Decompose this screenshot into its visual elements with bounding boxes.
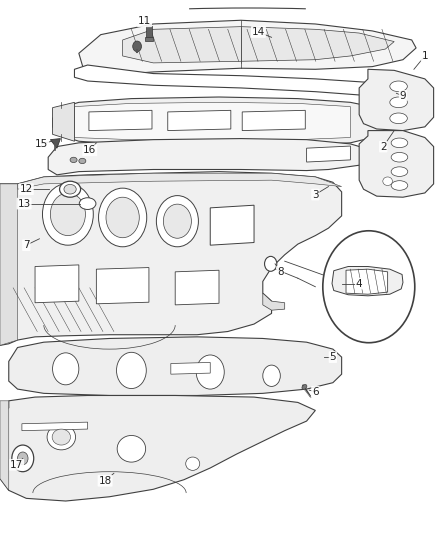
- Polygon shape: [0, 395, 315, 501]
- Polygon shape: [79, 20, 416, 76]
- Ellipse shape: [186, 457, 200, 470]
- Ellipse shape: [64, 184, 76, 194]
- Polygon shape: [346, 269, 388, 294]
- Polygon shape: [0, 401, 9, 490]
- Circle shape: [117, 352, 146, 389]
- Polygon shape: [171, 362, 210, 374]
- Polygon shape: [35, 265, 79, 303]
- Circle shape: [99, 188, 147, 247]
- Text: 8: 8: [277, 267, 284, 277]
- Text: 6: 6: [312, 387, 319, 397]
- Polygon shape: [50, 139, 60, 148]
- Polygon shape: [123, 27, 394, 63]
- Polygon shape: [53, 97, 385, 147]
- Ellipse shape: [47, 424, 76, 450]
- Ellipse shape: [302, 384, 307, 390]
- Text: 12: 12: [20, 184, 33, 194]
- Polygon shape: [48, 139, 372, 175]
- Polygon shape: [168, 110, 231, 131]
- Text: 11: 11: [138, 17, 151, 26]
- Polygon shape: [53, 102, 74, 141]
- Circle shape: [265, 256, 277, 271]
- Text: 15: 15: [35, 139, 48, 149]
- Circle shape: [12, 445, 34, 472]
- Polygon shape: [74, 65, 416, 102]
- Polygon shape: [359, 69, 434, 131]
- Polygon shape: [175, 270, 219, 305]
- Ellipse shape: [79, 198, 96, 209]
- Text: 9: 9: [399, 91, 406, 101]
- Polygon shape: [263, 293, 285, 310]
- Circle shape: [53, 353, 79, 385]
- Ellipse shape: [52, 429, 71, 445]
- Ellipse shape: [391, 167, 408, 176]
- Text: 7: 7: [23, 240, 30, 250]
- Polygon shape: [359, 131, 434, 197]
- Circle shape: [18, 452, 28, 465]
- Ellipse shape: [60, 181, 81, 197]
- Circle shape: [323, 231, 415, 343]
- Text: 1: 1: [421, 51, 428, 61]
- Ellipse shape: [390, 113, 407, 124]
- Text: 2: 2: [380, 142, 387, 151]
- Polygon shape: [9, 337, 342, 395]
- Ellipse shape: [390, 97, 407, 108]
- Ellipse shape: [391, 181, 408, 190]
- Text: 17: 17: [10, 460, 23, 470]
- Polygon shape: [242, 110, 305, 131]
- Circle shape: [133, 41, 141, 52]
- Text: 14: 14: [252, 27, 265, 37]
- Polygon shape: [89, 110, 152, 131]
- Text: 3: 3: [312, 190, 319, 199]
- Ellipse shape: [117, 435, 145, 462]
- Circle shape: [196, 355, 224, 389]
- Text: 5: 5: [329, 352, 336, 362]
- Ellipse shape: [383, 177, 392, 185]
- Circle shape: [42, 183, 93, 245]
- Polygon shape: [74, 102, 350, 141]
- Ellipse shape: [391, 138, 408, 148]
- Text: 13: 13: [18, 199, 31, 208]
- Text: 4: 4: [356, 279, 363, 288]
- Polygon shape: [307, 146, 350, 162]
- Polygon shape: [0, 172, 342, 345]
- Text: 16: 16: [83, 146, 96, 155]
- Polygon shape: [96, 268, 149, 304]
- Polygon shape: [0, 184, 18, 345]
- Circle shape: [156, 196, 198, 247]
- Ellipse shape: [391, 152, 408, 162]
- Text: 18: 18: [99, 476, 112, 486]
- Polygon shape: [22, 422, 88, 431]
- Circle shape: [50, 193, 85, 236]
- Polygon shape: [332, 266, 403, 296]
- Polygon shape: [18, 173, 342, 189]
- Circle shape: [263, 365, 280, 386]
- Ellipse shape: [390, 81, 407, 92]
- Bar: [145, 37, 153, 41]
- Ellipse shape: [70, 157, 77, 163]
- Ellipse shape: [79, 158, 86, 164]
- Polygon shape: [210, 205, 254, 245]
- Circle shape: [106, 197, 139, 238]
- Circle shape: [163, 204, 191, 238]
- Bar: [146, 26, 152, 38]
